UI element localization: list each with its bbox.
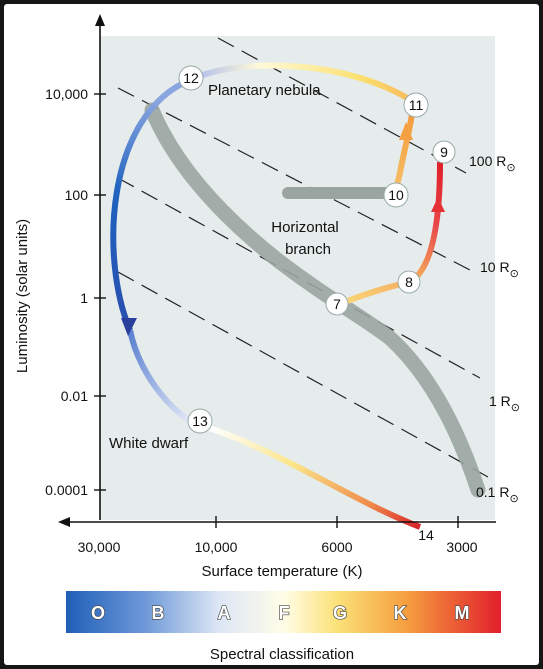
spectral-class-B: B [152,603,165,623]
planetary-nebula-track [188,62,417,106]
x-axis-label: Surface temperature (K) [202,563,363,580]
spectral-classification-label: Spectral classification [210,646,354,663]
spectral-class-O: O [91,603,105,623]
white-dwarf-cooling-track [127,329,422,530]
x-tick-label: 30,000 [78,539,121,555]
horizontal-branch-label: Horizontal [271,219,339,236]
radius-line-10 [117,87,471,271]
stage-number: 9 [440,144,448,160]
spectral-class-M: M [455,603,470,623]
stage-number: 7 [333,296,341,312]
horizontal-branch-label: branch [285,241,331,258]
y-tick-label: 100 [65,187,89,203]
stage-marker-13: 13 [187,408,213,434]
x-tick-label: 10,000 [195,539,238,555]
radius-label-10: 10 R⊙ [480,259,519,280]
stage-marker-7: 7 [325,292,349,316]
stage-marker-9: 9 [432,140,456,164]
stage-number: 11 [409,97,424,113]
spectral-class-A: A [218,603,231,623]
x-axis-arrow-icon [58,517,70,527]
stage-marker-11: 11 [403,92,429,118]
spectral-class-G: G [333,603,347,623]
spectral-class-K: K [394,603,407,623]
spectral-class-F: F [279,603,290,623]
y-tick-label: 0.0001 [45,482,88,498]
stage-number: 10 [388,187,404,203]
stage-number: 13 [192,413,208,429]
y-tick-label: 1 [80,290,88,306]
x-tick-label: 6000 [321,539,352,555]
planetary-nebula-label: Planetary nebula [208,82,321,99]
radius-label-0_1: 0.1 R⊙ [476,484,519,505]
white-dwarf-descent-track [110,77,192,332]
radius-label-100: 100 R⊙ [469,153,516,174]
stage-number: 8 [405,274,413,290]
spectral-bar [66,591,501,633]
radius-line-0_1 [117,271,489,478]
x-tick-marks [215,516,459,528]
y-tick-label: 10,000 [45,86,88,102]
y-axis-arrow-icon [95,14,105,26]
stage-number: 12 [183,70,199,86]
radius-line-100 [217,37,467,174]
arrow-down-icon [121,318,137,336]
white-dwarf-label: White dwarf [109,435,189,452]
arrow-up-icon [431,197,445,212]
y-tick-marks [94,93,106,491]
stage-number: 14 [418,527,434,543]
x-tick-label: 3000 [446,539,477,555]
stage-marker-14: 14 [418,527,434,543]
axes [68,24,496,523]
radius-label-1: 1 R⊙ [489,393,520,414]
y-axis-label: Luminosity (solar units) [14,219,31,373]
stage-marker-12: 12 [178,65,204,91]
arrow-up-icon [399,122,413,140]
y-tick-label: 0.01 [61,388,88,404]
stage-marker-8: 8 [397,270,421,294]
stage-marker-10: 10 [383,182,409,208]
